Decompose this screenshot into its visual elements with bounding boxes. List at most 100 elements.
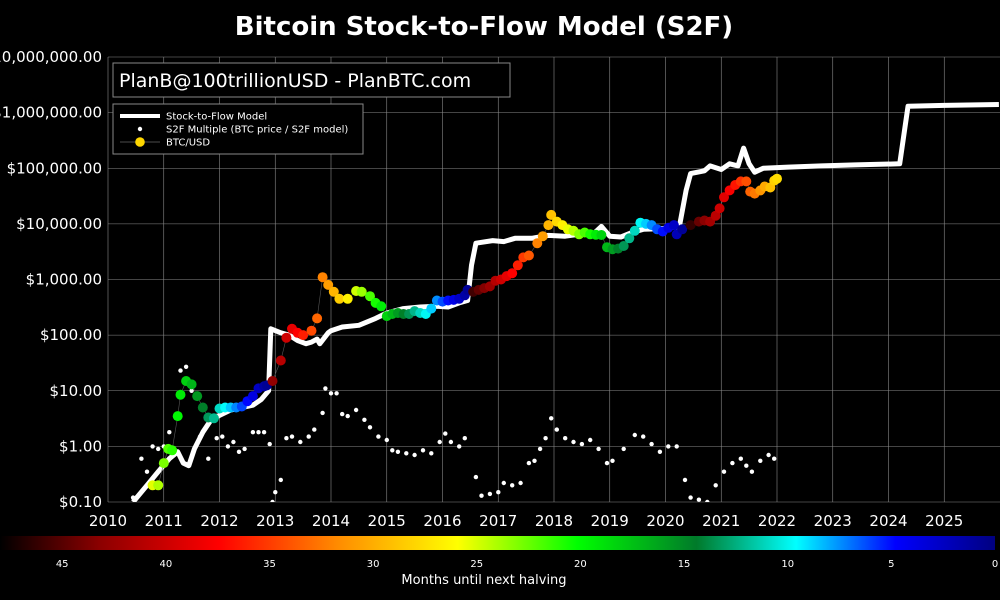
- x-tick-label: 2012: [200, 512, 238, 530]
- s2f-multiple-point: [674, 444, 679, 449]
- s2f-multiple-point: [404, 451, 409, 456]
- btc-usd-point: [668, 220, 679, 231]
- s2f-multiple-point: [420, 448, 426, 453]
- s2f-multiple-point: [696, 497, 702, 502]
- x-tick-label: 2017: [479, 512, 517, 530]
- y-tick-label: $100.00: [40, 326, 102, 344]
- s2f-multiple-point: [666, 444, 671, 449]
- s2f-multiple-point: [340, 411, 345, 417]
- btc-usd-point: [186, 379, 197, 390]
- s2f-multiple-point: [206, 456, 211, 461]
- y-tick-label: $100,000.00: [7, 159, 102, 177]
- s2f-multiple-point: [749, 469, 755, 474]
- s2f-multiple-point: [549, 416, 554, 421]
- btc-usd-point: [512, 260, 523, 271]
- s2f-multiple-point: [328, 391, 334, 396]
- s2f-multiple-point: [320, 410, 325, 416]
- s2f-multiple-point: [571, 439, 576, 445]
- s2f-multiple-point: [390, 448, 395, 453]
- btc-usd-point: [624, 233, 635, 244]
- s2f-multiple-point: [197, 434, 203, 439]
- btc-usd-point: [312, 313, 323, 324]
- s2f-multiple-point: [448, 439, 454, 445]
- s2f-multiple-point: [298, 439, 303, 445]
- s2f-multiple-point: [462, 436, 467, 441]
- btc-usd-point: [281, 332, 292, 343]
- legend-label-s2f: Stock-to-Flow Model: [166, 112, 267, 123]
- colorbar-tick-label: 10: [781, 559, 794, 570]
- legend-label-btc: BTC/USD: [166, 138, 210, 149]
- s2f-multiple-point: [682, 477, 688, 483]
- colorbar: 45 40 35 30 25 20 15 10 5 0 Months until next hal…: [0, 536, 998, 588]
- s2f-multiple-point: [621, 446, 626, 452]
- colorbar-tick-label: 45: [56, 559, 69, 570]
- s2f-multiple-point: [579, 441, 585, 447]
- x-tick-label: 2018: [535, 512, 573, 530]
- s2f-multiple-point: [721, 469, 727, 474]
- s2f-multiple-point: [487, 491, 493, 497]
- s2f-multiple-point: [242, 446, 247, 452]
- btc-usd-point: [507, 268, 518, 279]
- s2f-multiple-point: [236, 449, 242, 454]
- colorbar-tick-label: 5: [888, 559, 894, 570]
- colorbar-tick-label: 20: [574, 559, 587, 570]
- x-tick-label: 2024: [869, 512, 907, 530]
- legend-swatch-btc: [135, 137, 145, 147]
- btc-usd-point: [719, 192, 729, 203]
- x-tick-label: 2021: [702, 512, 740, 530]
- s2f-multiple-point: [596, 446, 601, 452]
- x-tick-label: 2025: [925, 512, 963, 530]
- btc-usd-point: [537, 231, 548, 242]
- btc-usd-point: [677, 224, 688, 235]
- s2f-multiple-point: [289, 434, 295, 439]
- s2f-multiple-point: [510, 483, 515, 488]
- s2f-multiple-point: [256, 430, 261, 435]
- btc-usd-point: [714, 203, 725, 214]
- y-tick-label: $10.00: [50, 382, 103, 400]
- btc-usd-point: [306, 325, 317, 336]
- s2f-multiple-point: [772, 456, 777, 461]
- chart-title: Bitcoin Stock-to-Flow Model (S2F): [235, 12, 733, 42]
- s2f-multiple-point: [345, 413, 350, 419]
- y-tick-label: $1.00: [59, 437, 102, 455]
- btc-usd-point: [546, 209, 557, 220]
- btc-usd-point: [247, 391, 258, 402]
- s2f-multiple-point: [273, 490, 278, 495]
- s2f-multiple-point: [144, 469, 150, 474]
- btc-usd-point: [629, 225, 640, 236]
- y-tick-label: $10,000,000.00: [0, 48, 102, 66]
- s2f-multiple-point: [649, 441, 654, 447]
- x-tick-label: 2016: [423, 512, 461, 530]
- s2f-multiple-point: [334, 391, 339, 396]
- btc-usd-point: [158, 458, 169, 469]
- s2f-multiple-point: [278, 477, 283, 483]
- s2f-multiple-point: [532, 458, 537, 463]
- s2f-multiple-point: [543, 436, 548, 441]
- btc-usd-point: [741, 176, 752, 187]
- btc-usd-point: [334, 293, 345, 304]
- s2f-multiple-point: [758, 458, 763, 463]
- s2f-multiple-point: [139, 456, 144, 461]
- s2f-multiple-point: [632, 432, 637, 438]
- btc-usd-point: [543, 220, 554, 231]
- y-axis: $0.10 $1.00 $10.00 $100.00 $1,000.00 $10,000.…: [0, 48, 102, 511]
- s2f-multiple-point: [270, 499, 275, 502]
- colorbar-label: Months until next halving: [401, 573, 566, 588]
- x-tick-label: 2020: [646, 512, 684, 530]
- x-tick-label: 2022: [758, 512, 796, 530]
- btc-usd-point: [267, 376, 278, 386]
- s2f-multiple-point: [657, 449, 663, 454]
- s2f-multiple-point: [604, 460, 610, 466]
- legend-swatch-multiple: [137, 126, 143, 132]
- s2f-multiple-point: [501, 480, 506, 486]
- s2f-multiple-series: [130, 364, 777, 502]
- btc-usd-point: [153, 480, 164, 491]
- attribution-box: PlanB@100trillionUSD - PlanBTC.com: [112, 62, 511, 98]
- btc-usd-point: [328, 286, 339, 297]
- colorbar-tick-label: 40: [159, 559, 172, 570]
- btc-usd-point: [172, 411, 183, 422]
- attribution-text: PlanB@100trillionUSD - PlanBTC.com: [119, 70, 471, 92]
- s2f-multiple-point: [496, 490, 501, 495]
- btc-usd-point: [275, 355, 286, 366]
